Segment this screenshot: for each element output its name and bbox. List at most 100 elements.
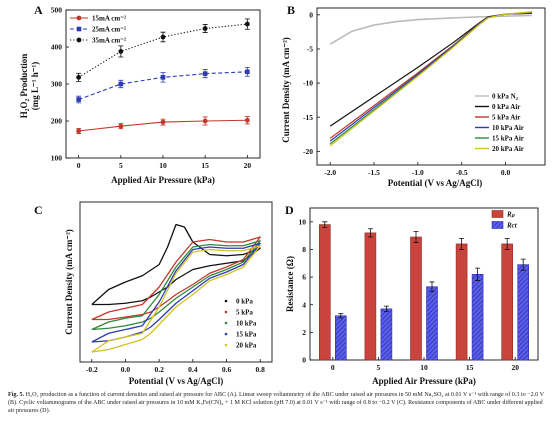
panel-d-ytick-label-3: 6 [302,273,306,282]
panel-d-xlabel: Applied Air Pressure (kPa) [372,376,476,386]
panel-a-chart: A 0 5 10 15 20 100 200 300 400 500 15mA cm⁻² 25mA … [19,3,261,185]
panel-c-legend-label-4: 20 kPa [236,342,257,350]
panel-b-legend-label-5: 20 kPa Air [492,145,524,153]
panel-c-xtick-label-1: 0.0 [121,365,131,374]
panel-b-legend-label-3: 10 kPa Air [492,124,524,132]
panel-c-xtick-label-2: 0.2 [154,365,164,374]
panel-a-ylabel-line2: (mg L⁻¹ h⁻¹) [30,62,40,110]
panel-a-xtick-label-1: 5 [119,161,123,170]
panel-d-bar-1-2 [426,286,438,361]
panel-c-legend-marker-3 [224,332,228,336]
panel-d-ytick-label-4: 8 [302,245,306,254]
panel-a-xtick-label-4: 20 [244,161,252,170]
panel-b-xtick-label-1: -1.5 [368,168,380,177]
panel-a-point-2-3 [202,26,208,31]
panel-c-xtick-label-3: 0.4 [188,365,198,374]
panel-d-xtick-label-2: 10 [420,363,428,372]
panel-d-errorbar-1-3 [475,267,481,281]
panel-a-point-0-0 [76,128,82,134]
panel-c-letter: C [34,203,43,217]
panel-d-ytick-label-2: 4 [302,300,306,309]
panel-b-legend-label-4: 15 kPa Air [492,135,524,143]
panel-d-errorbar-0-4 [504,238,510,250]
panel-d-ylabel: Resistance (Ω) [285,256,295,312]
panel-b-xtick-label-2: -1.0 [412,168,424,177]
panel-a-ytick-label-4: 500 [51,6,63,15]
panel-a-point-1-1 [118,81,124,87]
panel-a-ytick-label-3: 400 [51,43,63,52]
panel-d-bar-1-1 [380,308,393,361]
panel-b-series-line-0 [329,14,532,45]
panel-b-chart: B -2.0 -1.5 -1.0 -0.5 0.0 0 -5 -10 -15 -20 0 kPa … [281,3,546,188]
panel-a-letter: A [34,3,43,17]
panel-b-series-line-5 [329,11,532,147]
panel-c-legend-marker-2 [224,321,228,325]
caption-text: H₂O₂ production as a function of current… [8,392,544,414]
panel-b-frame [316,7,546,166]
panel-a-point-1-2 [160,75,166,80]
panel-a-ytick-label-2: 300 [51,80,63,89]
panel-d-xtick-label-4: 20 [511,363,519,372]
panel-c-legend-label-0: 0 kPa [236,298,253,306]
panel-b-ylabel: Current Density (mA cm⁻²) [281,37,291,143]
panel-a-point-2-0 [76,74,82,80]
panel-c-frame [79,201,273,363]
panel-a-legend-label-0: 15mA cm⁻² [92,15,126,23]
panel-d-legend-label-1: Rct [506,222,518,230]
panel-c-legend-marker-4 [224,343,228,347]
panel-d-errorbar-0-3 [459,238,465,250]
panel-b-letter: B [287,3,295,17]
panel-d-errorbar-0-0 [322,221,328,228]
panel-d-xtick-label-0: 0 [331,363,335,372]
panel-c-legend-label-2: 10 kPa [236,320,257,328]
panel-b-xtick-label-0: -2.0 [324,168,336,177]
panel-d-errorbar-0-2 [413,231,419,243]
panel-a-point-1-4 [245,69,250,75]
panel-a-point-0-4 [244,117,250,123]
panel-a-point-2-1 [118,49,124,54]
panel-d-ytick-label-1: 2 [302,328,306,337]
panel-d-bar-1-4 [517,264,529,361]
panel-a-point-0-2 [160,119,166,125]
panel-c-legend-marker-0 [224,299,228,303]
panel-d-ytick-label-0: 0 [302,356,306,365]
panel-c-legend-label-3: 15 kPa [236,331,257,339]
panel-d-errorbar-1-4 [520,258,526,271]
panel-d-bar-1-3 [471,274,484,361]
panel-d-errorbar-1-1 [383,305,389,313]
panel-d-legend-label-0: Rₚ [506,211,516,219]
panel-d-xtick-label-3: 15 [466,363,474,372]
caption-figure-number: Fig. 5. [8,392,25,398]
panel-b-ytick-label-4: -20 [303,147,313,156]
panel-c-legend-label-1: 5 kPa [236,309,253,317]
panel-d-bar-0-3 [455,243,468,361]
panel-b-ytick-label-0: 0 [309,10,313,19]
panel-c-legend-marker-1 [224,310,228,314]
panel-a-legend-marker-0 [76,15,82,21]
panel-c-xtick-label-4: 0.6 [222,365,232,374]
panel-c-series-loop-0 [91,223,261,306]
panel-a-series-line-2 [78,23,248,78]
panel-b-ytick-label-1: -5 [307,45,313,54]
panel-b-ytick-label-3: -15 [303,113,313,122]
panel-a-ytick-label-0: 100 [51,154,63,163]
panel-d-legend-swatch-1 [491,221,504,229]
panel-b-xtick-label-4: 0.0 [501,168,511,177]
panel-c-chart: C -0.2 0.0 0.2 0.4 0.6 0.8 0 kPa 5 kPa 10 kPa 15… [34,201,273,386]
panel-d-ytick-label-5: 10 [299,217,307,226]
panel-b-legend-label-2: 5 kPa Air [492,114,520,122]
panel-d-bar-0-0 [318,224,331,361]
panel-c-xlabel: Potential (V vs Ag/AgCl) [129,376,224,386]
panel-a-xtick-label-0: 0 [77,161,81,170]
panel-b-xtick-label-3: -0.5 [456,168,468,177]
panel-a-legend-label-2: 35mA cm⁻² [92,37,126,45]
panel-a-point-0-3 [202,118,208,124]
panel-a-xlabel: Applied Air Pressure (kPa) [111,175,215,185]
panel-a-point-0-1 [118,123,124,129]
panel-a-ylabel-line1: H₂O₂ Production [19,54,29,119]
panel-d-chart: D 0 5 10 15 20 0 2 4 6 8 10 Rₚ Rct Applied Air Pres… [285,203,539,386]
panel-a-legend-label-1: 25mA cm⁻² [92,26,126,34]
panel-c-ylabel: Current Density (mA cm⁻²) [64,229,74,335]
panel-d-legend-swatch-0 [491,210,504,218]
